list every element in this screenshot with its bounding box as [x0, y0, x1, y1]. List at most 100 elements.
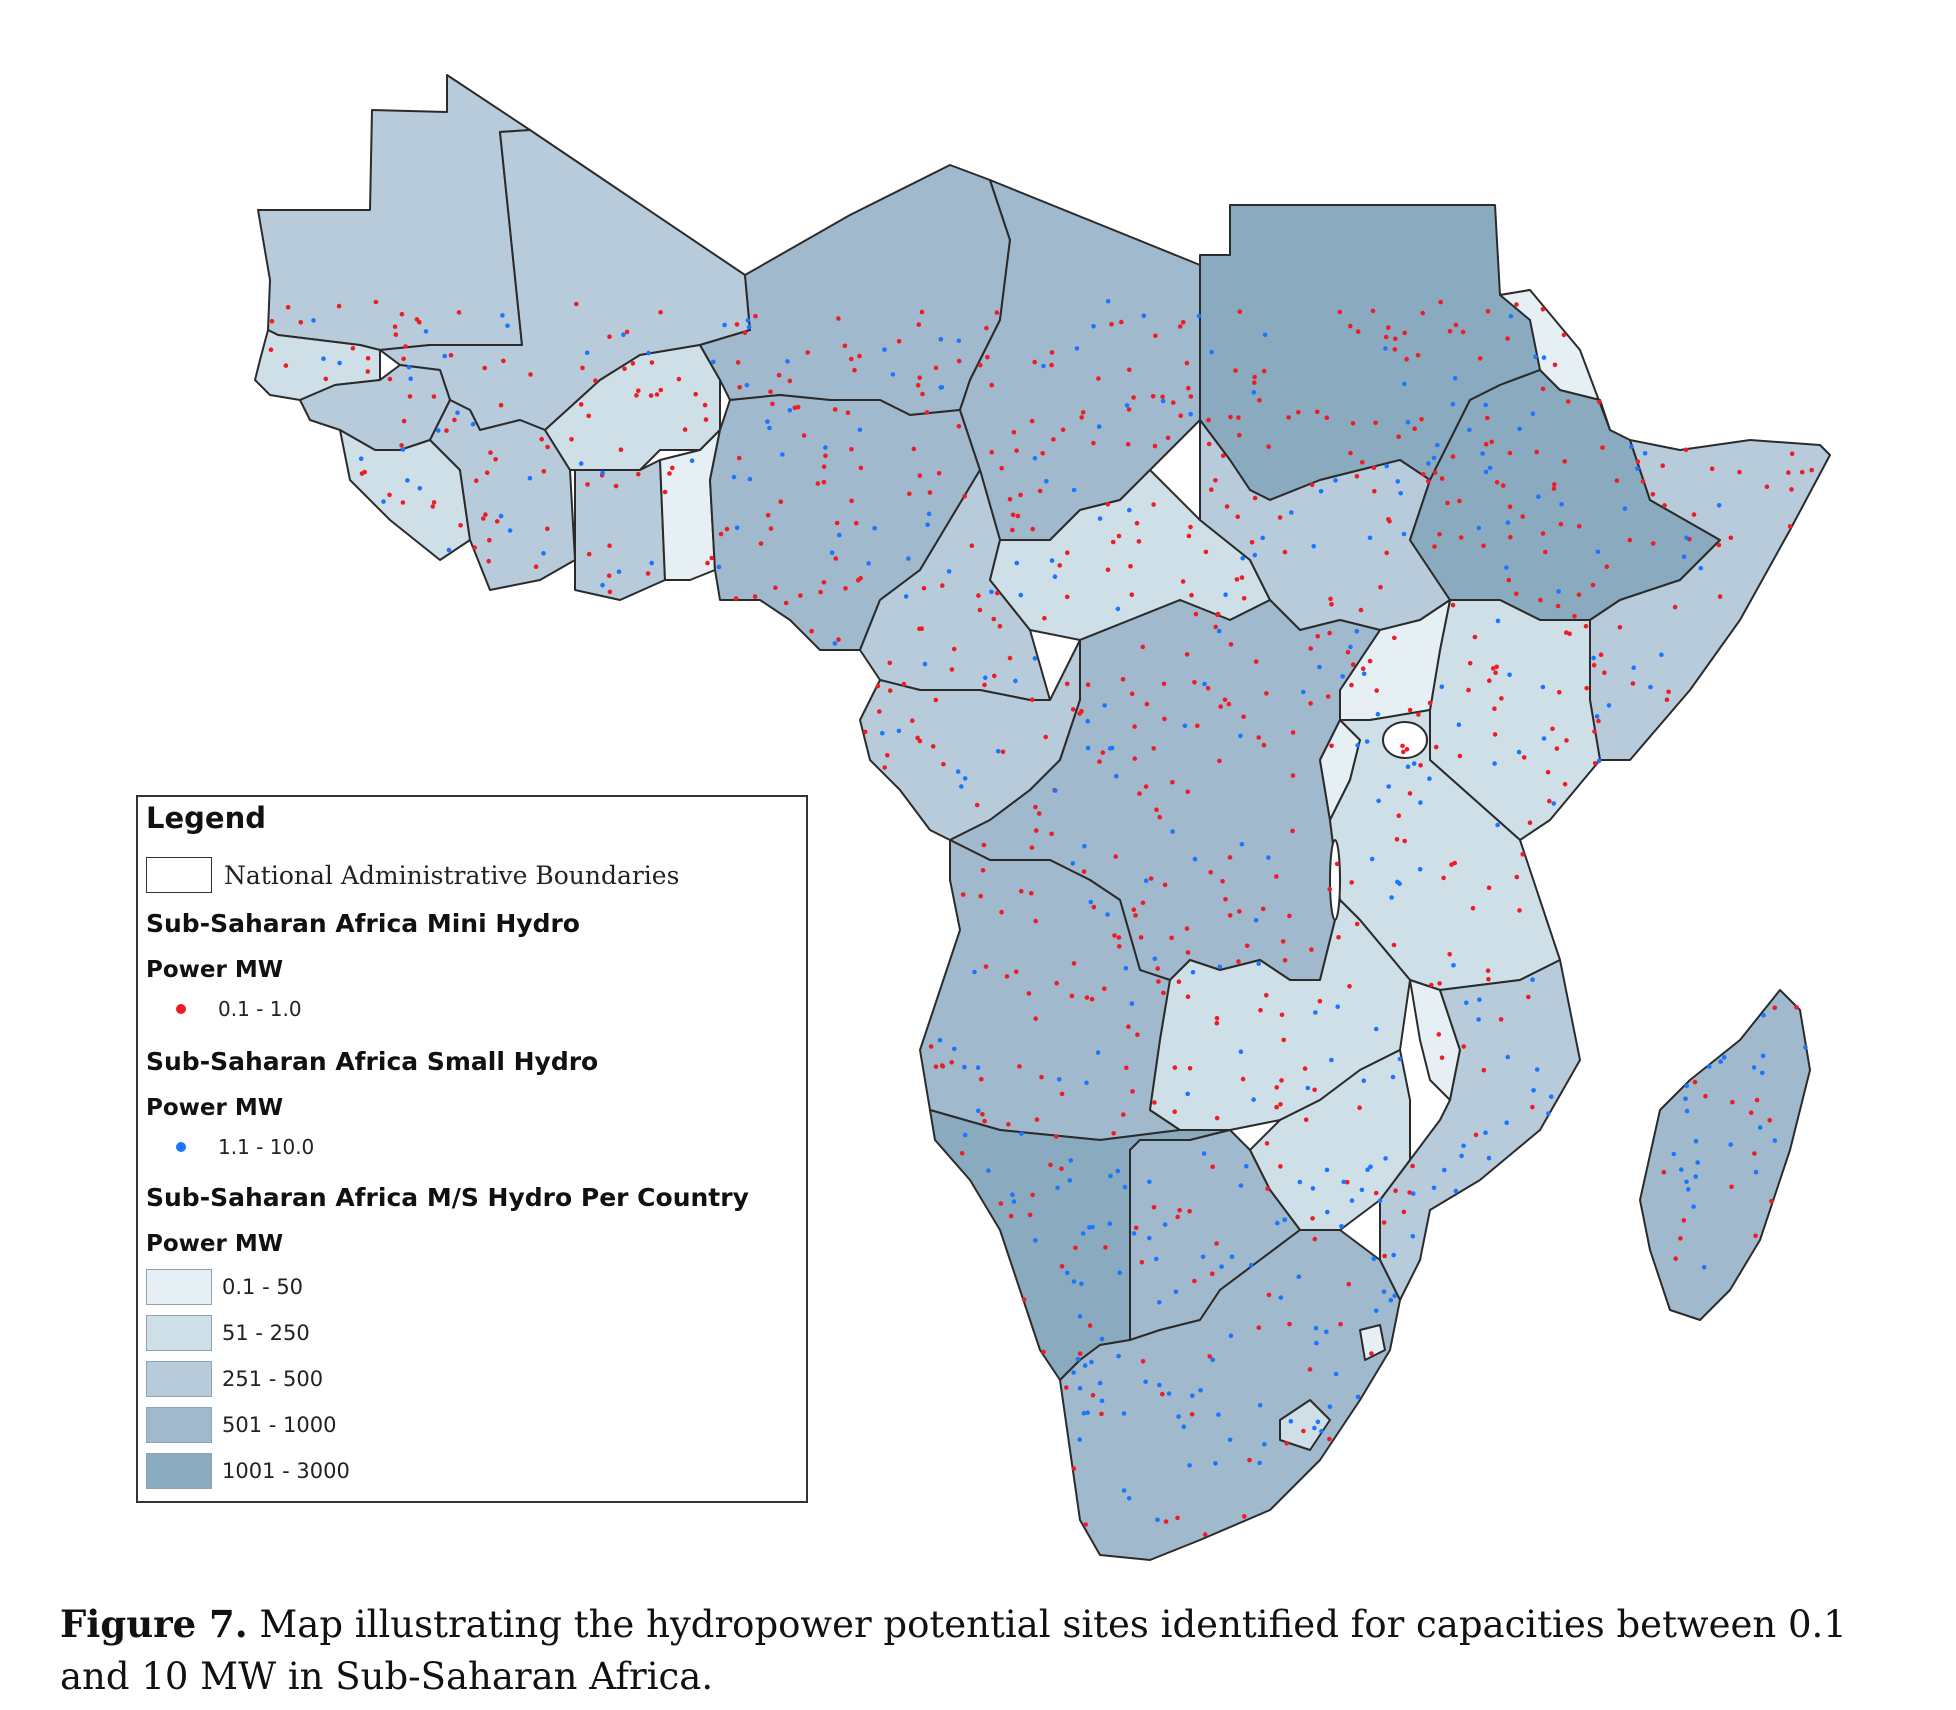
- mini-hydro-site: [1169, 935, 1174, 941]
- mini-hydro-site: [1284, 1441, 1289, 1446]
- small-hydro-site: [1452, 376, 1458, 381]
- mini-hydro-site: [1057, 563, 1062, 568]
- mini-hydro-site: [545, 526, 550, 532]
- mini-hydro-site: [1401, 1209, 1407, 1215]
- mini-hydro-site: [682, 427, 688, 432]
- mini-hydro-site: [1401, 749, 1406, 755]
- mini-hydro-site: [1014, 969, 1019, 974]
- small-hydro-site: [1315, 1419, 1321, 1425]
- mini-hydro-site: [1192, 1278, 1197, 1284]
- mini-hydro-site: [1498, 1017, 1504, 1022]
- mini-hydro-site: [910, 718, 915, 723]
- small-hydro-site: [1375, 711, 1381, 717]
- mini-hydro-site: [593, 378, 598, 384]
- mini-hydro-site: [1666, 689, 1671, 695]
- small-hydro-site: [1097, 516, 1103, 521]
- mini-hydro-site: [580, 365, 585, 371]
- mini-hydro-site: [887, 660, 893, 666]
- mini-hydro-site: [1457, 498, 1462, 504]
- mini-hydro-site: [1214, 1020, 1220, 1026]
- small-hydro-site: [1695, 1160, 1700, 1165]
- small-hydro-site: [1116, 1353, 1121, 1359]
- mini-hydro-site: [1737, 469, 1742, 475]
- mini-hydro-site: [949, 1060, 954, 1065]
- small-hydro-site: [1760, 1070, 1765, 1076]
- mini-hydro-site: [801, 433, 807, 438]
- small-hydro-site: [1671, 1151, 1677, 1157]
- small-hydro-site: [505, 323, 510, 329]
- mini-hydro-site: [1400, 743, 1405, 749]
- small-hydro-site: [937, 1037, 943, 1043]
- mini-hydro-site: [1477, 356, 1483, 361]
- mini-hydro-site: [1664, 697, 1670, 702]
- mini-hydro-site: [1716, 542, 1722, 548]
- small-hydro-site: [1606, 703, 1612, 708]
- mini-hydro-site: [1596, 718, 1601, 724]
- mini-hydro-site: [1378, 584, 1383, 590]
- mini-hydro-site: [1018, 492, 1023, 498]
- small-hydro-site: [1219, 1264, 1224, 1269]
- mini-hydro-site: [1286, 415, 1291, 420]
- small-hydro-site: [1706, 1064, 1712, 1069]
- mini-hydro-site: [1678, 1236, 1683, 1241]
- mini-hydro-site: [1490, 666, 1496, 671]
- mini-hydro-site: [1576, 592, 1582, 597]
- mini-hydro-site: [483, 512, 488, 517]
- mini-hydro-site: [1789, 487, 1794, 492]
- legend: Legend National Administrative Boundarie…: [136, 795, 808, 1503]
- mini-hydro-site: [980, 1112, 985, 1117]
- mini-hydro-site: [1404, 356, 1409, 362]
- mini-hydro-site: [984, 325, 989, 331]
- mini-hydro-site: [1514, 874, 1520, 880]
- mini-hydro-site: [1234, 577, 1240, 582]
- mini-hydro-site: [1261, 368, 1267, 374]
- mini-hydro-site: [1188, 394, 1194, 399]
- mini-hydro-site: [1381, 1220, 1387, 1225]
- small-hydro-site: [1391, 1252, 1396, 1258]
- mini-hydro-site: [1520, 852, 1525, 857]
- mini-hydro-site: [983, 964, 989, 969]
- mini-hydro-site: [978, 362, 983, 368]
- mini-hydro-site: [1312, 1087, 1317, 1093]
- mini-hydro-site: [1161, 990, 1166, 996]
- mini-hydro-site: [1308, 701, 1313, 706]
- mini-hydro-site: [1402, 838, 1407, 844]
- class-swatch: [146, 1453, 212, 1489]
- mini-hydro-site: [1222, 697, 1228, 703]
- mini-hydro-site: [1393, 1188, 1398, 1193]
- mini-hydro-site: [1089, 996, 1095, 1002]
- mini-hydro-site: [836, 637, 841, 642]
- mini-hydro-site: [815, 481, 821, 486]
- mini-hydro-site: [1054, 980, 1059, 986]
- mini-hydro-site: [917, 738, 923, 744]
- mini-hydro-site: [1130, 1089, 1135, 1094]
- small-hydro-site: [1377, 1198, 1383, 1203]
- small-hydro-site: [1166, 1391, 1172, 1396]
- small-hydro-site: [975, 1065, 981, 1070]
- mini-hydro-site: [882, 765, 887, 770]
- small-hydro-site: [1074, 346, 1080, 351]
- small-hydro-site: [1401, 531, 1407, 537]
- mini-hydro-site: [1592, 729, 1597, 734]
- mini-hydro-site: [1129, 691, 1135, 697]
- mini-hydro-site: [1206, 441, 1212, 447]
- mini-hydro-site: [1461, 1044, 1466, 1049]
- small-hydro-site: [1082, 843, 1087, 849]
- mini-hydro-site: [1794, 1005, 1799, 1010]
- mini-hydro-site: [1077, 1351, 1083, 1356]
- small-hydro-site: [1659, 652, 1664, 657]
- mini-hydro-site: [1049, 362, 1054, 368]
- mini-hydro-site: [1136, 539, 1142, 544]
- mini-hydro-site: [1438, 299, 1443, 305]
- mini-hydro-site: [1382, 1253, 1387, 1259]
- small-hydro-site: [1480, 451, 1485, 456]
- mini-hydro-site: [545, 444, 550, 450]
- mini-hydro-site: [1103, 1245, 1108, 1250]
- small-hydro-site: [646, 350, 651, 356]
- mini-hydro-site: [1394, 837, 1400, 842]
- small-hydro-site: [1052, 574, 1058, 579]
- mini-hydro-site: [1252, 495, 1258, 501]
- mini-hydro-site: [533, 564, 539, 569]
- small-hydro-site: [1476, 525, 1482, 531]
- small-hydro-site: [1065, 1270, 1070, 1276]
